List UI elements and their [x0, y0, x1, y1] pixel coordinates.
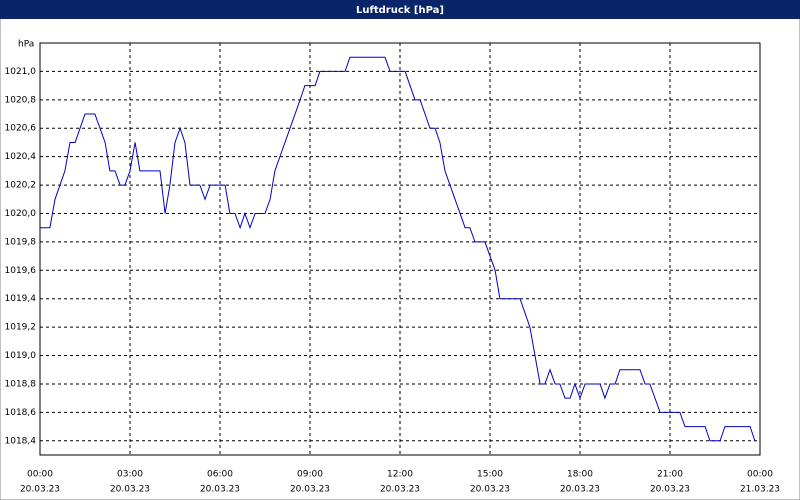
x-tick-date: 20.03.23 [560, 485, 600, 495]
x-tick-label: 06:00 [207, 470, 233, 480]
x-tick-label: 18:00 [567, 470, 593, 480]
line-series [40, 56, 756, 442]
y-tick-label: 1018,4 [5, 436, 37, 446]
x-tick-label: 15:00 [477, 470, 503, 480]
x-tick-label: 12:00 [387, 470, 413, 480]
y-tick-label: 1020,8 [5, 95, 37, 105]
x-tick-label: 21:00 [657, 470, 683, 480]
y-tick-label: 1021,0 [5, 67, 37, 77]
y-tick-label: 1020,0 [5, 209, 37, 219]
y-tick-label: 1020,2 [5, 181, 37, 191]
y-tick-label: 1019,0 [5, 351, 37, 361]
x-tick-label: 03:00 [117, 470, 143, 480]
x-tick-date: 21.03.23 [740, 485, 780, 495]
chart-title: Luftdruck [hPa] [356, 5, 444, 16]
y-axis-label: hPa [18, 40, 34, 50]
x-tick-date: 20.03.23 [200, 485, 240, 495]
x-tick-date: 20.03.23 [380, 485, 420, 495]
y-tick-label: 1019,2 [5, 323, 37, 333]
x-tick-label: 09:00 [297, 470, 323, 480]
x-tick-date: 20.03.23 [20, 485, 60, 495]
y-tick-label: 1020,4 [5, 152, 37, 162]
x-tick-date: 20.03.23 [470, 485, 510, 495]
y-tick-label: 1018,6 [5, 408, 37, 418]
x-tick-label: 00:00 [747, 470, 773, 480]
title-bar [0, 0, 800, 19]
x-tick-date: 20.03.23 [650, 485, 690, 495]
x-tick-date: 20.03.23 [290, 485, 330, 495]
y-tick-label: 1020,6 [5, 124, 37, 134]
x-tick-date: 20.03.23 [110, 485, 150, 495]
y-tick-label: 1018,8 [5, 379, 37, 389]
y-tick-label: 1019,4 [5, 294, 37, 304]
y-tick-label: 1019,8 [5, 237, 37, 247]
y-tick-label: 1019,6 [5, 266, 37, 276]
x-tick-label: 00:00 [27, 470, 53, 480]
